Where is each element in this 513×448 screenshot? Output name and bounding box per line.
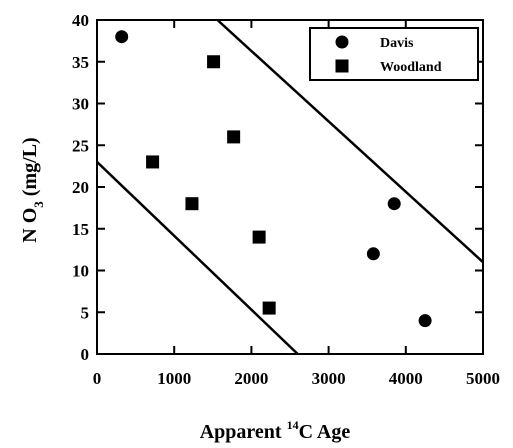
point <box>227 130 241 144</box>
y-tick-label: 0 <box>81 345 90 364</box>
x-tick-label: 0 <box>93 369 102 388</box>
y-tick-label: 25 <box>72 136 89 155</box>
y-tick-label: 15 <box>72 220 89 239</box>
point <box>366 247 380 261</box>
point <box>252 230 266 244</box>
point <box>387 197 401 211</box>
y-tick-label: 40 <box>72 11 89 30</box>
y-tick-label: 10 <box>72 262 89 281</box>
x-tick-label: 2000 <box>234 369 268 388</box>
x-tick-label: 3000 <box>312 369 346 388</box>
point <box>185 197 199 211</box>
y-tick-label: 5 <box>81 303 90 322</box>
x-axis-label: Apparent 14C Age <box>200 418 351 443</box>
point <box>262 301 276 315</box>
y-tick-label: 35 <box>72 53 89 72</box>
x-tick-label: 1000 <box>157 369 191 388</box>
x-tick-label: 5000 <box>466 369 500 388</box>
point <box>418 314 432 328</box>
y-tick-label: 20 <box>72 178 89 197</box>
y-axis-label: N O3 (mg/L) <box>19 137 46 242</box>
y-tick-label: 30 <box>72 95 89 114</box>
trend-line <box>216 20 483 264</box>
legend-label: Davis <box>380 36 414 51</box>
x-tick-label: 4000 <box>389 369 423 388</box>
legend-marker <box>335 35 349 49</box>
trend-line <box>97 161 299 354</box>
legend-marker <box>335 59 349 73</box>
point <box>207 55 221 69</box>
point <box>115 30 129 44</box>
legend-label: Woodland <box>380 60 442 75</box>
point <box>146 155 160 169</box>
